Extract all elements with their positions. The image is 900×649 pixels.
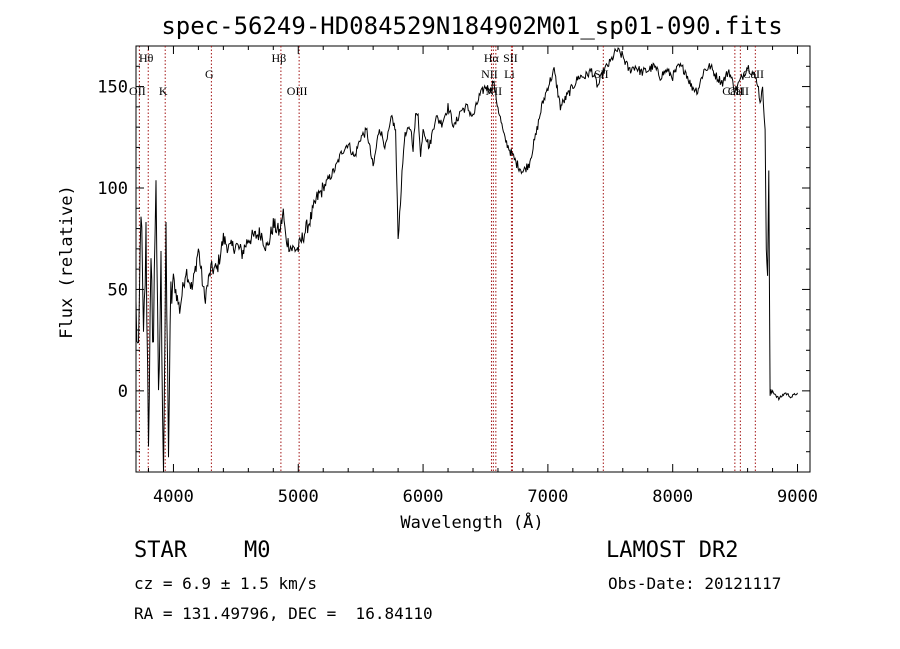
- spectrum-series: [135, 47, 798, 473]
- spectral-line-label: Hα: [484, 51, 500, 65]
- spectral-line-label: Li: [504, 67, 515, 81]
- spectral-line-markers: [138, 46, 756, 472]
- spectral-line-label: SII: [503, 51, 518, 65]
- spectral-line-label: OIII: [287, 84, 308, 98]
- spectral-line-label: CaII: [722, 84, 743, 98]
- coordinates: RA = 131.49796, DEC = 16.84110: [134, 604, 433, 623]
- x-tick-label: 4000: [153, 487, 194, 507]
- y-tick-label: 0: [118, 382, 128, 402]
- x-axis-label: Wavelength (Å): [400, 511, 543, 533]
- y-tick-label: 50: [108, 280, 128, 300]
- spectral-line-label: SII: [594, 67, 609, 81]
- redshift-value: cz = 6.9 ± 1.5 km/s: [134, 574, 318, 593]
- spectral-line-label: Hβ: [272, 51, 287, 65]
- chart-title: spec-56249-HD084529N184902M01_sp01-090.f…: [161, 12, 782, 40]
- y-axis: 0 50 100 150: [97, 45, 810, 473]
- plot-border: [135, 45, 811, 473]
- spectral-line-label: K: [159, 84, 168, 98]
- spectral-line-label: CaII: [743, 67, 764, 81]
- spectral-line-label: NII: [481, 67, 498, 81]
- spectral-line-label: Hθ: [139, 51, 154, 65]
- obs-date: Obs-Date: 20121117: [608, 574, 782, 593]
- spectral-line-label: CaII: [728, 84, 749, 98]
- object-class: STAR: [134, 538, 187, 563]
- spectrum-line: [135, 47, 798, 473]
- survey-name: LAMOST DR2: [606, 538, 739, 563]
- spectral-line-label: OII: [129, 84, 146, 98]
- y-tick-label: 150: [97, 78, 128, 98]
- x-tick-label: 7000: [527, 487, 568, 507]
- x-tick-label: 9000: [777, 487, 818, 507]
- y-axis-label: Flux (relative): [57, 185, 77, 339]
- plot-frame: [135, 45, 811, 473]
- y-tick-label: 100: [97, 179, 128, 199]
- x-axis: 4000 5000 6000 7000 8000 9000: [147, 46, 818, 507]
- x-tick-label: 6000: [403, 487, 444, 507]
- x-tick-label: 8000: [652, 487, 693, 507]
- spectral-line-label: NII: [486, 84, 503, 98]
- spectral-line-label: G: [205, 67, 214, 81]
- object-subclass: M0: [244, 538, 271, 563]
- x-tick-label: 5000: [278, 487, 319, 507]
